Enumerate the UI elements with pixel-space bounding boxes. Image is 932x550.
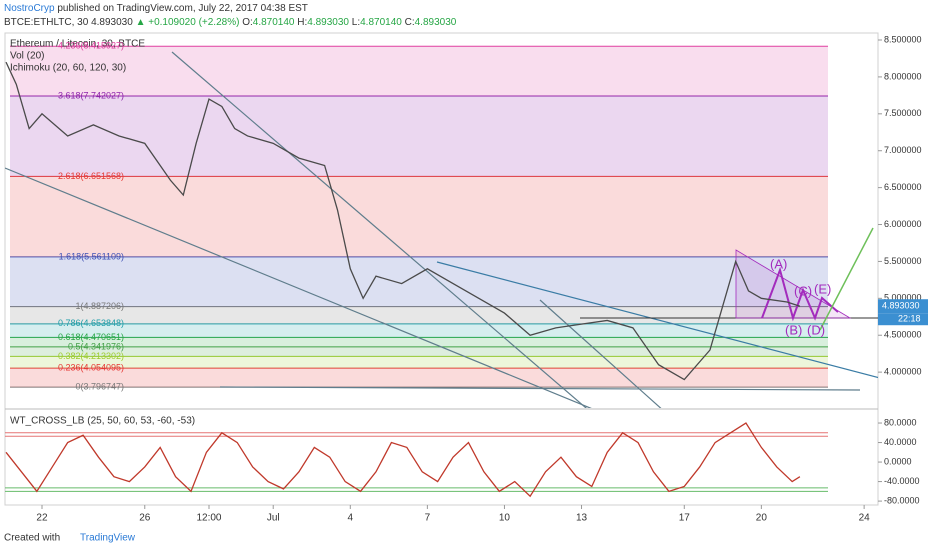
fib-band [10, 346, 828, 357]
fib-band [10, 176, 828, 257]
x-tick-label: Jul [267, 513, 280, 524]
y-tick-label: 0.0000 [884, 456, 912, 466]
y-tick-label: 7.500000 [884, 108, 922, 118]
y-tick-label: 6.500000 [884, 182, 922, 192]
y-tick-label: 7.000000 [884, 145, 922, 155]
indicator-label: Ichimoku (20, 60, 120, 30) [10, 63, 126, 74]
chart-frame [4, 32, 879, 506]
trendline [436, 261, 878, 379]
footer-created: Created with [4, 533, 60, 544]
price-tag-label: 4.893030 [882, 301, 920, 311]
ohlc-value: 4.893030 [415, 17, 457, 28]
countdown-label: 22:18 [898, 314, 921, 324]
projection [819, 227, 874, 331]
published: published on TradingView.com, July 22, 2… [57, 3, 308, 14]
header-line-2: BTCE:ETHLTC, 30 4.893030 ▲ +0.109020 (+2… [4, 17, 457, 28]
annotation: (A) [770, 256, 787, 271]
annotation: (E) [814, 281, 831, 296]
y-tick-label: -80.0000 [884, 495, 920, 505]
footer-brand[interactable]: TradingView [80, 533, 136, 544]
annotation: (D) [807, 322, 825, 337]
header-line-1: NostroCryp published on TradingView.com,… [4, 3, 308, 14]
fib-retracement [10, 45, 828, 388]
fib-label: 0.786(4.653848) [58, 318, 124, 328]
annotation: (C) [794, 283, 812, 298]
fib-band [10, 356, 828, 369]
wave-path [761, 266, 839, 322]
symbol: BTCE:ETHLTC, 30 [4, 17, 89, 28]
chart-title: Ethereum / Litecoin, 30, BTCE [10, 39, 145, 50]
author[interactable]: NostroCryp [4, 3, 55, 14]
fib-label: 1.618(5.561109) [59, 251, 124, 261]
x-tick-label: 7 [425, 513, 431, 524]
fib-label: 0.5(4.341976) [68, 341, 124, 351]
y-tick-label: 4.500000 [884, 330, 922, 340]
fib-band [10, 95, 828, 177]
price-tag [878, 299, 928, 314]
x-tick-label: 24 [859, 513, 871, 524]
fib-label: 1(4.887206) [75, 301, 124, 311]
trendline [219, 386, 861, 391]
change: ▲ +0.109020 (+2.28%) [136, 17, 240, 28]
x-tick-label: 4 [348, 513, 354, 524]
ohlc-value: 4.893030 [307, 17, 349, 28]
last: 4.893030 [91, 17, 133, 28]
x-tick-label: 12:00 [196, 513, 221, 524]
x-tick-label: 13 [576, 513, 588, 524]
main-plot [5, 51, 878, 408]
ohlc-value: 4.870140 [253, 17, 295, 28]
y-tick-label: 5.500000 [884, 256, 922, 266]
y-tick-label: 5.000000 [884, 293, 922, 303]
y-tick-label: -40.0000 [884, 476, 920, 486]
fib-band [10, 256, 828, 307]
ohlc-label: O: [242, 17, 253, 28]
y-tick-label: 40.0000 [884, 437, 917, 447]
ohlc-label: H: [297, 17, 307, 28]
fib-band [10, 323, 828, 338]
x-tick-label: 17 [679, 513, 691, 524]
y-tick-label: 8.000000 [884, 71, 922, 81]
countdown-tag [878, 313, 928, 326]
annotation: (B) [785, 322, 802, 337]
ohlc-value: 4.870140 [360, 17, 402, 28]
fib-band [10, 46, 828, 96]
ohlc-label: C: [405, 17, 415, 28]
osc-title: WT_CROSS_LB (25, 50, 60, 53, -60, -53) [10, 416, 195, 427]
x-tick-label: 22 [36, 513, 48, 524]
y-tick-label: 4.000000 [884, 367, 922, 377]
fib-band [10, 368, 828, 388]
trendline [539, 299, 662, 408]
price-line [5, 422, 801, 498]
fib-label: 0.618(4.470651) [58, 332, 124, 342]
fib-band [10, 337, 828, 347]
fib-label: 0.382(4.213302) [58, 351, 124, 361]
trendline [171, 51, 587, 408]
fib-label: 2.618(6.651568) [58, 171, 124, 181]
fib-label: 3.618(7.742027) [58, 90, 124, 100]
x-tick-label: 20 [756, 513, 768, 524]
fib-band [10, 306, 828, 324]
x-tick-label: 10 [499, 513, 511, 524]
osc-plot [5, 422, 828, 498]
y-tick-label: 6.000000 [884, 219, 922, 229]
fib-label: 0.236(4.054095) [58, 363, 124, 373]
indicator-label: Vol (20) [10, 51, 44, 62]
trendline [5, 167, 592, 408]
ohlc-label: L: [352, 17, 360, 28]
price-line [5, 61, 801, 381]
y-tick-label: 8.500000 [884, 34, 922, 44]
y-tick-label: 80.0000 [884, 417, 917, 427]
fib-label: 0(3.796747) [75, 382, 124, 392]
x-tick-label: 26 [139, 513, 151, 524]
fib-label: 4.236(8.415927) [58, 41, 124, 51]
